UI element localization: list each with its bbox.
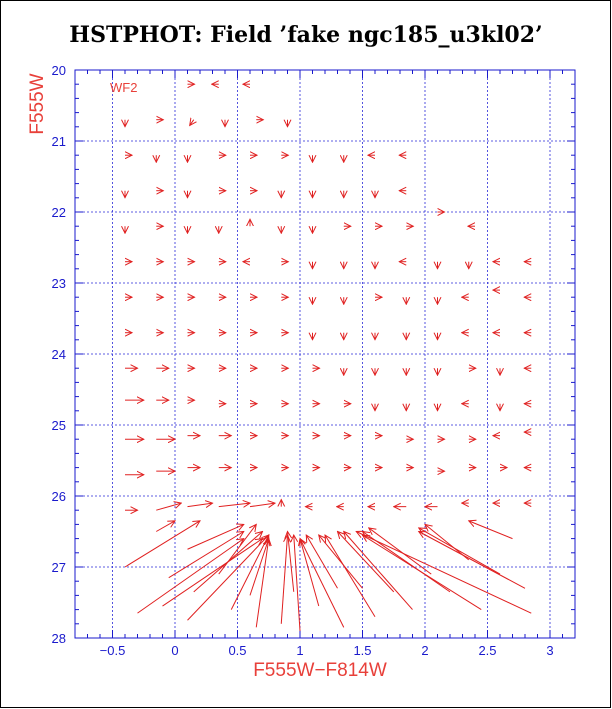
x-tick-label: −0.5 [100, 643, 126, 658]
vector-arrow [280, 535, 287, 624]
vector-arrow [356, 532, 532, 614]
vector-arrow [124, 521, 200, 568]
x-axis-title: F555W−F814W [253, 660, 387, 681]
x-tick-label: 1.5 [353, 643, 371, 658]
y-tick-label: 23 [52, 276, 66, 291]
vector-arrow [249, 539, 269, 596]
vector-arrow [363, 535, 482, 611]
vectors [124, 84, 532, 631]
y-tick-label: 26 [52, 489, 66, 504]
vector-arrow [218, 503, 250, 507]
grid [75, 69, 575, 639]
vector-arrow [187, 524, 244, 550]
x-tick-label: 0 [171, 643, 178, 658]
y-tick-label: 28 [52, 631, 66, 646]
vector-arrow [137, 539, 244, 614]
vector-arrow [338, 532, 395, 593]
y-tick-label: 27 [52, 560, 66, 575]
y-tick-label: 20 [52, 63, 66, 78]
vector-arrow [419, 532, 526, 589]
x-tick-label: 2 [421, 643, 428, 658]
vector-arrow [156, 521, 175, 532]
vector-arrow [156, 503, 181, 511]
vector-arrow [218, 524, 257, 575]
vector-arrow [369, 528, 432, 575]
vector-arrow [419, 528, 501, 575]
vector-arrow [255, 539, 269, 628]
y-axis-title: F555W [27, 73, 48, 134]
vector-arrow [300, 539, 345, 628]
y-tick-label: 24 [52, 347, 66, 362]
vector-arrow [187, 503, 213, 507]
vector-arrow [325, 535, 376, 617]
axis-ticks: −0.5 0 0.5 1 1.5 2 2.5 3 20 21 22 23 24 25 26 27 28 [52, 63, 576, 658]
chart-title: HSTPHOT: Field ’fake ngc185_u3kl02’ [69, 22, 543, 48]
vector-arrow [288, 532, 295, 592]
vector-arrow [230, 535, 269, 610]
y-tick-label: 21 [52, 134, 66, 149]
x-tick-label: 1 [296, 643, 303, 658]
vector-arrow [300, 539, 320, 607]
vector-arrow [469, 521, 513, 540]
vector-arrow [190, 120, 194, 126]
y-tick-label: 22 [52, 205, 66, 220]
panel-label: WF2 [110, 80, 137, 95]
x-tick-label: 2.5 [478, 643, 496, 658]
vector-arrow [306, 535, 338, 589]
x-tick-label: 0.5 [228, 643, 246, 658]
vector-arrow [187, 535, 269, 621]
y-tick-label: 25 [52, 418, 66, 433]
vector-arrow [162, 539, 263, 607]
vector-arrow [168, 532, 244, 579]
x-tick-label: 3 [546, 643, 553, 658]
vector-arrow [344, 532, 413, 610]
vector-arrow [249, 503, 275, 507]
vector-arrow [294, 535, 301, 631]
vector-arrow [319, 535, 363, 589]
